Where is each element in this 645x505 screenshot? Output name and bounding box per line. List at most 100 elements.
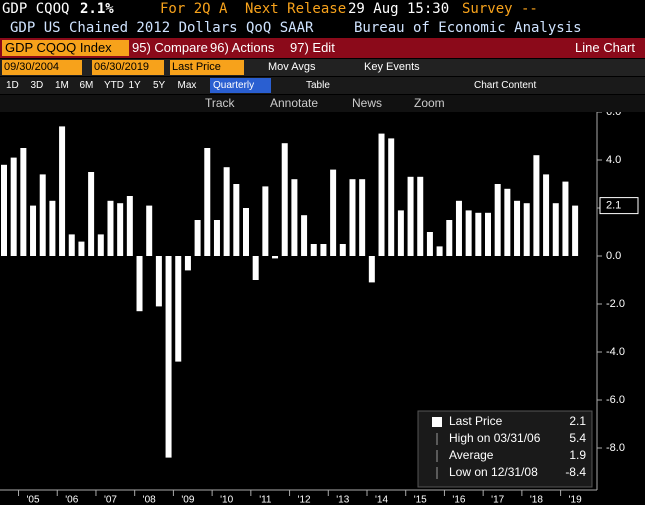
x-tick-label: '08 (143, 495, 156, 505)
tool-button[interactable]: News (352, 96, 383, 110)
bar (10, 157, 17, 256)
legend-label: Last Price (449, 414, 503, 428)
description: GDP US Chained 2012 Dollars QoQ SAAR (10, 20, 314, 36)
x-tick-label: '15 (414, 495, 427, 505)
bar (436, 246, 443, 256)
bar (523, 203, 530, 256)
x-tick-label: '19 (569, 495, 582, 505)
bar (562, 181, 569, 256)
tool-button[interactable]: Annotate (270, 96, 319, 110)
legend-label: Average (449, 448, 494, 462)
bar (552, 203, 559, 256)
bar (243, 208, 249, 256)
x-tick-label: '13 (336, 495, 349, 505)
bar (310, 244, 317, 256)
x-tick-label: '06 (65, 495, 78, 505)
frequency-select[interactable]: Quarterly (210, 78, 271, 93)
bar (494, 184, 501, 256)
y-tick-label: -6.0 (606, 394, 625, 406)
range-button[interactable]: Max (177, 80, 197, 91)
bar (1, 164, 7, 256)
legend-swatch (432, 417, 442, 427)
start-date[interactable]: 09/30/2004 (2, 60, 82, 75)
bar (126, 196, 133, 256)
last-price-tag-label: 2.1 (606, 200, 621, 212)
last-price-tag (599, 197, 639, 215)
bar (301, 215, 308, 256)
bar (155, 256, 162, 307)
bar (78, 241, 85, 256)
description-row: GDP US Chained 2012 Dollars QoQ SAAR Bur… (0, 18, 645, 38)
range-button[interactable]: 1M (55, 80, 69, 91)
bar (359, 179, 366, 256)
bar (175, 256, 182, 362)
period: For 2Q A (160, 1, 228, 17)
bar (533, 155, 540, 256)
y-tick-label: 4.0 (606, 154, 621, 166)
security-field[interactable]: GDP CQOQ Index (2, 40, 129, 56)
bar (572, 205, 579, 256)
bar (465, 210, 472, 256)
bar (426, 232, 433, 256)
key-events[interactable]: Key Events (364, 61, 420, 73)
tool-button[interactable]: Track (205, 96, 235, 110)
legend-value: 2.1 (569, 414, 586, 428)
x-tick-label: '18 (530, 495, 543, 505)
bar (388, 138, 395, 256)
range-button[interactable]: 5Y (153, 80, 166, 91)
menu-bar: GDP CQOQ Index 95) Compare 96) Actions 9… (0, 38, 645, 58)
tool-button[interactable]: Zoom (414, 96, 445, 110)
edit-button[interactable]: 97) Edit (290, 40, 335, 55)
bar (339, 244, 346, 256)
x-tick-label: '09 (181, 495, 194, 505)
chart-content[interactable]: Chart Content (474, 80, 537, 91)
legend-value: -8.4 (565, 465, 586, 479)
legend-value: 5.4 (569, 431, 586, 445)
end-date[interactable]: 06/30/2019 (92, 60, 164, 75)
bar (378, 133, 385, 256)
range-button[interactable]: 1D (6, 80, 19, 91)
bar (39, 174, 46, 256)
mov-avgs[interactable]: Mov Avgs (268, 61, 316, 73)
bar (49, 200, 56, 256)
header-row: GDP CQOQ 2.1% For 2Q A Next Release 29 A… (0, 0, 645, 18)
range-button[interactable]: 3D (30, 80, 44, 91)
table-button[interactable]: Table (306, 80, 330, 91)
x-tick-label: '12 (298, 495, 311, 505)
bar (272, 256, 279, 259)
legend-label: High on 03/31/06 (449, 431, 541, 445)
bar (194, 220, 201, 256)
legend-label: Low on 12/31/08 (449, 465, 538, 479)
y-tick-label: -4.0 (606, 346, 625, 358)
actions-button[interactable]: 96) Actions (210, 40, 275, 55)
bar (107, 200, 114, 256)
range-button[interactable]: 1Y (128, 80, 141, 91)
range-button[interactable]: YTD (104, 80, 124, 91)
bar (262, 186, 269, 256)
last-value: 2.1% (80, 1, 114, 17)
legend-value: 1.9 (569, 448, 586, 462)
view-label: Line Chart (575, 40, 635, 55)
bar (446, 220, 453, 256)
compare-button[interactable]: 95) Compare (132, 40, 208, 55)
bar (397, 210, 404, 256)
bar (136, 256, 143, 312)
x-tick-label: '07 (104, 495, 117, 505)
bar (368, 256, 375, 283)
bar (88, 172, 95, 256)
x-tick-label: '17 (491, 495, 504, 505)
bar (233, 184, 240, 256)
range-button[interactable]: 6M (79, 80, 94, 91)
bar (20, 148, 27, 256)
bar (213, 220, 220, 256)
bar (475, 212, 482, 256)
bar (504, 188, 511, 256)
bar (417, 176, 424, 256)
settings-bar: 09/30/2004 06/30/2019 Last Price Mov Avg… (0, 59, 645, 76)
bar (455, 200, 462, 256)
bar (184, 256, 191, 271)
x-tick-label: '11 (259, 495, 272, 505)
field-select[interactable]: Last Price (170, 60, 244, 75)
ticker: GDP CQOQ (2, 1, 70, 17)
next-release-date: 29 Aug 15:30 (348, 1, 450, 17)
